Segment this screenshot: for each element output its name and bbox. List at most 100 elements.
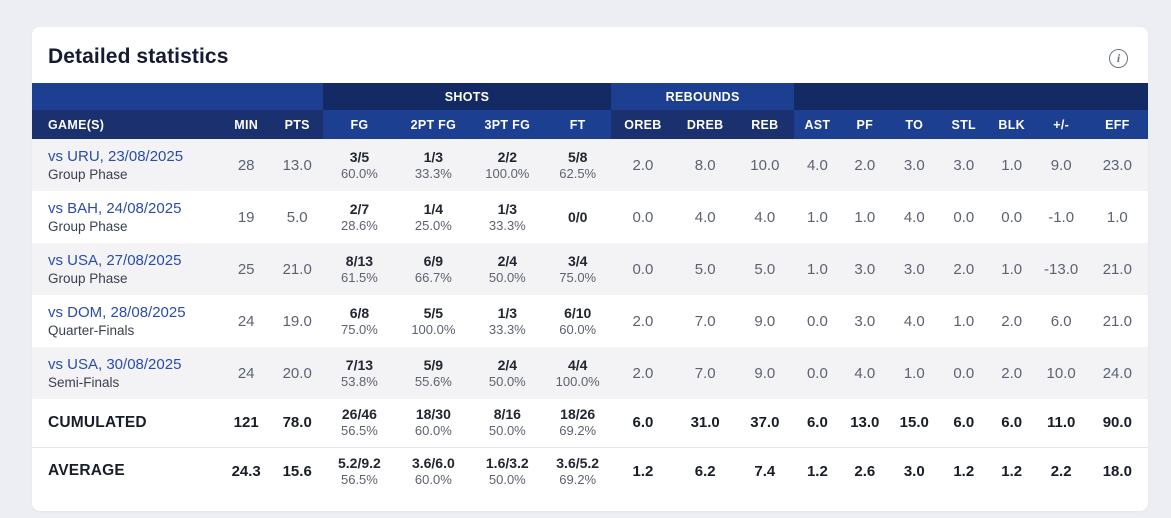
game-link[interactable]: vs URU, 23/08/2025 <box>48 148 184 165</box>
stat-pm: -13.0 <box>1044 260 1079 278</box>
group-rebounds: REBOUNDS <box>611 83 794 110</box>
stat-stl: 2.0 <box>953 260 975 278</box>
stat-stl: 0.0 <box>953 364 975 382</box>
group-shots: SHOTS <box>322 83 612 110</box>
stat-eff: 21.0 <box>1102 312 1132 330</box>
stat-reb: 10.0 <box>750 156 780 174</box>
col-ast: AST <box>793 110 841 139</box>
col-3ptfg: 3PT FG <box>470 110 545 139</box>
stat-fg2: 1/3 33.3% <box>414 148 452 181</box>
stat-fg2: 5/9 55.6% <box>414 356 452 389</box>
stat-reb: 5.0 <box>754 260 776 278</box>
stat-stl: 3.0 <box>953 156 975 174</box>
col-games: GAME(S) <box>32 110 221 139</box>
stat-pm: 2.2 <box>1035 446 1087 495</box>
col-fg: FG <box>322 110 397 139</box>
stat-oreb: 0.0 <box>632 208 654 226</box>
info-icon[interactable]: i <box>1109 49 1128 68</box>
stat-reb: 7.4 <box>735 446 794 495</box>
stat-to: 1.0 <box>903 364 925 382</box>
stat-stl: 1.0 <box>953 312 975 330</box>
total-label: CUMULATED <box>48 413 147 431</box>
stat-pf: 2.6 <box>840 446 889 495</box>
stat-reb: 37.0 <box>750 414 780 432</box>
col-plusminus: +/- <box>1035 110 1087 139</box>
game-cell: vs DOM, 28/08/2025 Quarter-Finals <box>32 295 221 347</box>
col-blk: BLK <box>987 110 1036 139</box>
game-row: vs DOM, 28/08/2025 Quarter-Finals 24 19.0 6/… <box>32 295 1148 347</box>
game-phase: Group Phase <box>48 167 128 182</box>
stat-pf: 3.0 <box>854 260 876 278</box>
stat-to: 3.0 <box>888 446 940 495</box>
stat-ast: 1.0 <box>806 208 828 226</box>
stat-dreb: 31.0 <box>690 414 720 432</box>
stat-stl: 1.2 <box>939 446 988 495</box>
stat-eff: 21.0 <box>1102 260 1132 278</box>
stat-fg3: 1/3 33.3% <box>488 304 526 337</box>
col-pf: PF <box>840 110 889 139</box>
col-pts: PTS <box>271 110 323 139</box>
stat-fg2: 1/4 25.0% <box>414 200 452 233</box>
stat-pf: 3.0 <box>854 312 876 330</box>
stat-blk: 6.0 <box>1001 414 1023 432</box>
stat-ft: 3/4 75.0% <box>559 252 597 285</box>
game-link[interactable]: vs USA, 27/08/2025 <box>48 252 182 269</box>
stat-pm: -1.0 <box>1048 208 1075 226</box>
stat-oreb: 2.0 <box>632 156 654 174</box>
stat-eff: 23.0 <box>1102 156 1132 174</box>
stat-pf: 13.0 <box>850 414 880 432</box>
stat-blk: 1.2 <box>987 446 1036 495</box>
stat-dreb: 4.0 <box>694 208 716 226</box>
stat-fg3: 2/2 100.0% <box>485 148 530 181</box>
stat-pf: 1.0 <box>854 208 876 226</box>
stat-pts: 20.0 <box>282 364 312 382</box>
stat-fg2: 5/5 100.0% <box>411 304 456 337</box>
stat-fg3: 1/3 33.3% <box>488 200 526 233</box>
game-phase: Group Phase <box>48 219 128 234</box>
stat-dreb: 6.2 <box>674 446 736 495</box>
game-link[interactable]: vs DOM, 28/08/2025 <box>48 304 186 321</box>
game-cell: vs URU, 23/08/2025 Group Phase <box>32 139 221 191</box>
stat-dreb: 7.0 <box>694 312 716 330</box>
stat-ast: 6.0 <box>806 414 828 432</box>
col-stl: STL <box>939 110 988 139</box>
game-row: vs URU, 23/08/2025 Group Phase 28 13.0 3/5 60… <box>32 139 1148 191</box>
group-header-row: SHOTS REBOUNDS <box>32 83 1148 110</box>
game-phase: Quarter-Finals <box>48 323 135 338</box>
stat-pts: 15.6 <box>271 446 323 495</box>
stat-pts: 78.0 <box>282 414 312 432</box>
stat-oreb: 2.0 <box>632 312 654 330</box>
stat-ast: 0.0 <box>806 312 828 330</box>
stat-blk: 2.0 <box>1001 364 1023 382</box>
col-reb: REB <box>735 110 794 139</box>
card-header: Detailed statistics i <box>32 27 1148 83</box>
col-ft: FT <box>544 110 612 139</box>
game-row: vs USA, 30/08/2025 Semi-Finals 24 20.0 7/13 5… <box>32 347 1148 399</box>
game-phase: Group Phase <box>48 271 128 286</box>
stat-ast: 1.2 <box>793 446 841 495</box>
game-row: vs BAH, 24/08/2025 Group Phase 19 5.0 2/7 28.… <box>32 191 1148 243</box>
stat-eff: 90.0 <box>1102 414 1132 432</box>
stat-reb: 4.0 <box>754 208 776 226</box>
stat-pf: 4.0 <box>854 364 876 382</box>
stat-fg: 5.2/9.2 56.5% <box>322 446 397 495</box>
stat-fg3: 2/4 50.0% <box>488 356 526 389</box>
stat-pm: 11.0 <box>1046 414 1076 432</box>
stat-pm: 9.0 <box>1050 156 1072 174</box>
stat-oreb: 2.0 <box>632 364 654 382</box>
game-link[interactable]: vs BAH, 24/08/2025 <box>48 200 182 217</box>
game-link[interactable]: vs USA, 30/08/2025 <box>48 356 182 373</box>
stat-min: 28 <box>237 156 255 174</box>
stat-min: 25 <box>237 260 255 278</box>
stat-pts: 21.0 <box>282 260 312 278</box>
stat-fg: 7/13 53.8% <box>340 356 378 389</box>
column-header-row: GAME(S) MIN PTS FG 2PT FG 3PT FG FT OREB… <box>32 110 1148 139</box>
stat-fg: 2/7 28.6% <box>340 200 378 233</box>
stat-dreb: 7.0 <box>694 364 716 382</box>
stat-fg3: 2/4 50.0% <box>488 252 526 285</box>
stat-blk: 1.0 <box>1001 260 1023 278</box>
stat-min: 24 <box>237 312 255 330</box>
stat-ft: 4/4 100.0% <box>555 356 600 389</box>
detailed-statistics-card: Detailed statistics i SHOTS REBOUNDS GAM… <box>32 27 1148 511</box>
stat-fg: 6/8 75.0% <box>340 304 378 337</box>
